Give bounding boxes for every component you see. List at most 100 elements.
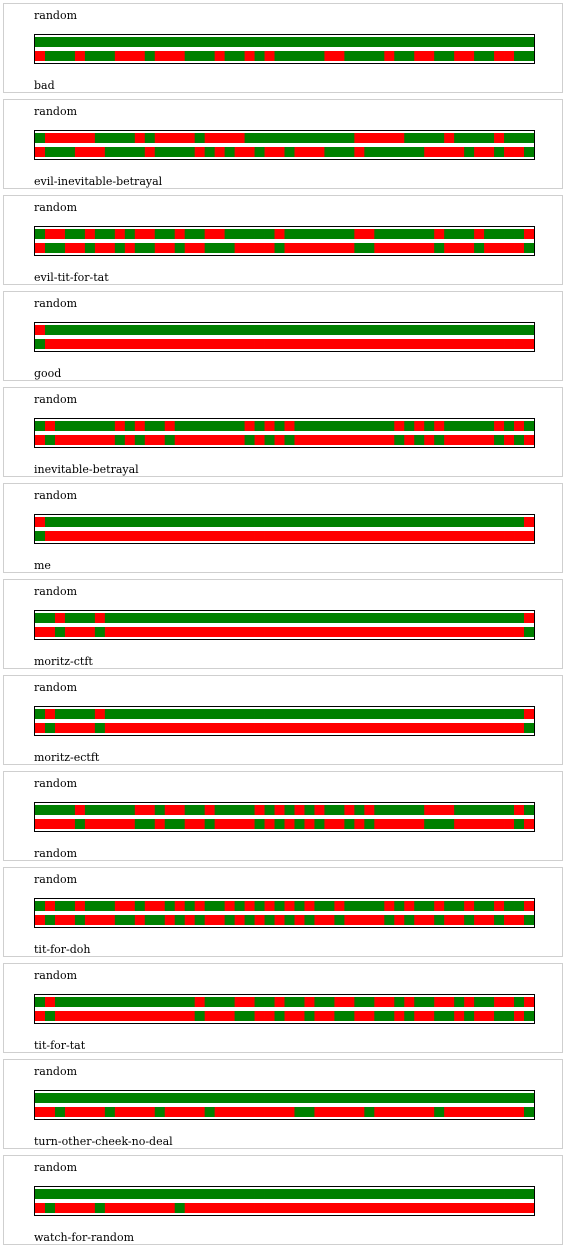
top-move-cell xyxy=(324,133,335,143)
top-move-cell xyxy=(404,133,415,143)
bottom-move-cell xyxy=(334,627,345,637)
top-move-cell xyxy=(314,133,325,143)
top-move-cell xyxy=(454,517,465,527)
bottom-move-cell xyxy=(64,531,76,541)
top-move-cell xyxy=(184,997,196,1007)
bottom-move-cell xyxy=(184,147,196,157)
bottom-move-cell xyxy=(374,1011,385,1021)
bottom-move-cell xyxy=(344,339,355,349)
top-move-cell xyxy=(35,901,46,911)
top-move-cell xyxy=(214,325,226,335)
bottom-move-cell xyxy=(144,1107,156,1117)
bottom-move-cell xyxy=(304,1011,315,1021)
top-move-cell xyxy=(454,1093,465,1103)
top-move-cell xyxy=(214,613,226,623)
bottom-move-cell xyxy=(114,147,126,157)
top-move-cell xyxy=(514,325,525,335)
top-move-cell xyxy=(264,613,275,623)
top-move-cell xyxy=(194,325,206,335)
top-move-cell xyxy=(194,229,206,239)
bottom-move-cell xyxy=(144,531,156,541)
top-move-cell xyxy=(244,709,255,719)
bottom-move-cell xyxy=(114,1203,126,1213)
top-move-cell xyxy=(374,997,385,1007)
top-move-cell xyxy=(64,997,76,1007)
top-move-cell xyxy=(224,517,235,527)
top-move-cell xyxy=(194,1093,206,1103)
top-move-cell xyxy=(444,709,455,719)
bottom-move-cell xyxy=(304,723,315,733)
match-card: random tit-for-tat xyxy=(3,963,563,1053)
top-move-cell xyxy=(114,517,126,527)
bottom-player-label: tit-for-tat xyxy=(34,1039,86,1052)
top-move-cell xyxy=(44,997,56,1007)
top-move-cell xyxy=(314,325,325,335)
bottom-move-cell xyxy=(194,819,206,829)
top-move-cell xyxy=(184,37,196,47)
top-move-cell xyxy=(354,229,365,239)
bottom-move-cell xyxy=(154,1203,166,1213)
bottom-move-cell xyxy=(134,243,146,253)
top-move-cell xyxy=(144,325,156,335)
bottom-move-cell xyxy=(54,627,66,637)
top-move-cell xyxy=(364,133,375,143)
top-move-cell xyxy=(374,901,385,911)
top-move-cell xyxy=(504,517,515,527)
bottom-move-cell xyxy=(464,915,475,925)
bottom-move-cell xyxy=(264,819,275,829)
top-move-cell xyxy=(414,421,425,431)
top-move-cell xyxy=(504,37,515,47)
top-move-cell xyxy=(524,517,534,527)
bottom-move-cell xyxy=(294,1107,305,1117)
bottom-move-cell xyxy=(364,339,375,349)
bottom-move-cell xyxy=(474,243,485,253)
top-move-cell xyxy=(154,325,166,335)
bottom-move-cell xyxy=(244,819,255,829)
top-move-cell xyxy=(474,325,485,335)
bottom-move-cell xyxy=(414,1107,425,1117)
bottom-move-cell xyxy=(484,339,495,349)
bottom-move-cell xyxy=(524,147,534,157)
bottom-move-cell xyxy=(35,339,46,349)
bottom-move-cell xyxy=(74,531,86,541)
top-move-cell xyxy=(344,709,355,719)
top-move-cell xyxy=(384,1093,395,1103)
top-move-cell xyxy=(484,421,495,431)
top-move-cell xyxy=(454,901,465,911)
top-move-cell xyxy=(444,421,455,431)
bottom-move-cell xyxy=(464,531,475,541)
bottom-move-cell xyxy=(444,1203,455,1213)
top-move-cell xyxy=(344,997,355,1007)
top-move-cell xyxy=(294,805,305,815)
top-move-cell xyxy=(224,1189,235,1199)
top-move-cell xyxy=(384,997,395,1007)
top-move-cell xyxy=(334,517,345,527)
top-move-cell xyxy=(134,901,146,911)
top-move-cell xyxy=(524,613,534,623)
top-move-cell xyxy=(204,421,216,431)
bottom-move-cell xyxy=(54,51,66,61)
bottom-move-cell xyxy=(124,531,136,541)
top-move-cell xyxy=(104,229,116,239)
top-move-cell xyxy=(104,133,116,143)
top-move-cell xyxy=(184,805,196,815)
top-move-cell xyxy=(84,133,96,143)
bottom-move-cell xyxy=(334,1011,345,1021)
top-move-cell xyxy=(354,805,365,815)
top-move-cell xyxy=(244,421,255,431)
bottom-move-cell xyxy=(254,51,265,61)
top-move-cell xyxy=(194,1189,206,1199)
bottom-move-cell xyxy=(164,435,176,445)
bottom-move-cell xyxy=(154,435,166,445)
top-move-cell xyxy=(524,421,534,431)
bottom-move-cell xyxy=(414,1203,425,1213)
top-move-cell xyxy=(454,997,465,1007)
bottom-move-cell xyxy=(364,915,375,925)
top-move-cell xyxy=(224,709,235,719)
bottom-move-cell xyxy=(194,435,206,445)
top-move-cell xyxy=(394,229,405,239)
bottom-move-cell xyxy=(114,1011,126,1021)
bottom-move-cell xyxy=(84,627,96,637)
top-move-cell xyxy=(64,229,76,239)
bottom-move-cell xyxy=(164,51,176,61)
